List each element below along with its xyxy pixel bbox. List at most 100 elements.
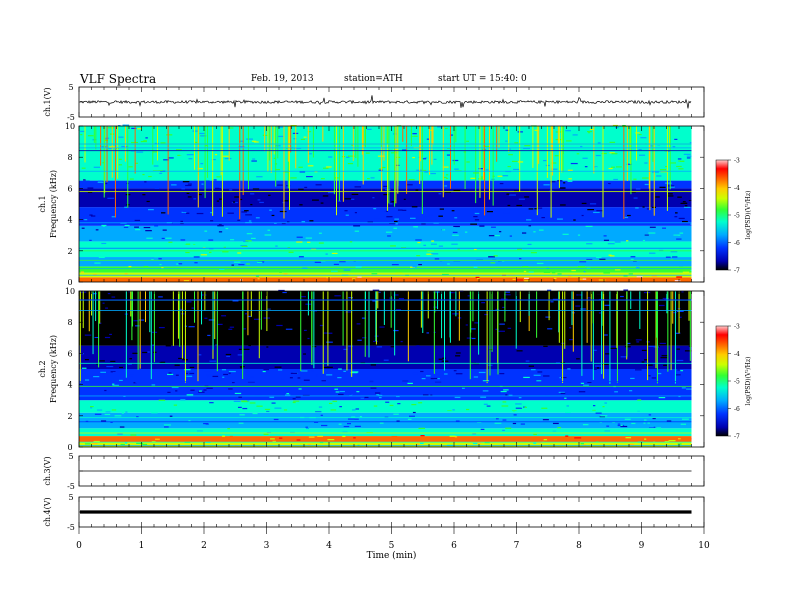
spectrogram-texture (373, 405, 378, 407)
spectrogram-texture (246, 263, 250, 265)
spectrogram-texture (223, 373, 229, 376)
spectrogram-texture (635, 132, 640, 134)
sferic-streak (689, 291, 691, 361)
spectrogram-texture (592, 409, 596, 412)
spectrogram-texture (428, 214, 434, 216)
spectrogram-texture (644, 438, 647, 440)
ch4-waveform-ylabel: ch.4(V) (43, 497, 52, 526)
spectrogram-texture (381, 293, 385, 295)
spectrogram-texture (536, 262, 544, 265)
spectrogram-texture (101, 420, 107, 422)
spectrogram-texture (568, 178, 572, 180)
sferic-streak (479, 126, 481, 198)
spectrogram-texture (357, 276, 362, 278)
spectrogram-texture (601, 152, 607, 155)
spectrogram-texture (386, 216, 393, 218)
spectrogram-texture (354, 418, 359, 420)
spectrogram-texture (640, 137, 647, 139)
spectrogram-texture (174, 364, 180, 366)
spectrogram-texture (391, 201, 396, 203)
spectrogram-texture (650, 291, 655, 293)
spectrogram-texture (143, 265, 149, 268)
sferic-streak (352, 126, 354, 161)
spectrogram-texture (586, 314, 594, 316)
spectrogram-texture (298, 256, 304, 258)
sferic-streak (290, 126, 292, 153)
spectrogram-texture (628, 273, 633, 275)
spectrogram-texture (400, 340, 403, 343)
spectrogram-texture (267, 229, 271, 231)
spectrogram-line (79, 385, 692, 387)
spectrogram-texture (336, 320, 341, 322)
spectrogram-texture (351, 278, 356, 280)
spectrogram-texture (226, 386, 231, 389)
spectrogram-band (79, 412, 692, 429)
spectrogram-texture (267, 307, 271, 309)
spectrogram-texture (339, 273, 343, 276)
spectrogram-texture (97, 181, 104, 183)
spectrogram-texture (290, 177, 297, 179)
spectrogram-texture (526, 198, 531, 200)
spectrogram-texture (249, 402, 256, 404)
spectrogram-texture (449, 435, 456, 437)
spectrogram-texture (186, 375, 193, 377)
spectrogram-texture (516, 350, 523, 352)
spectrogram-texture (208, 239, 214, 241)
spectrogram-texture (241, 211, 247, 213)
spectrogram-texture (93, 274, 97, 276)
spectrogram-texture (277, 184, 283, 186)
spectrogram-texture (507, 165, 511, 168)
spectrogram-texture (620, 424, 623, 427)
spectrogram-texture (193, 405, 199, 407)
spectrogram-texture (585, 270, 589, 273)
spectrogram-texture (516, 279, 524, 281)
spectrogram-texture (420, 370, 424, 373)
spectrogram-texture (618, 146, 624, 148)
spectrogram-texture (502, 326, 505, 328)
spectrogram-texture (163, 424, 171, 426)
spectrogram-line (79, 259, 692, 261)
spectrogram-texture (186, 394, 194, 396)
spectrogram-texture (110, 371, 116, 373)
spectrogram-texture (305, 426, 308, 428)
spectrogram-texture (672, 256, 678, 258)
y-tick-label: 0 (67, 278, 72, 287)
spectrogram-texture (492, 178, 499, 181)
sferic-streak (519, 126, 521, 192)
sferic-streak (482, 126, 484, 168)
spectrogram-texture (433, 291, 440, 293)
spectrogram-texture (430, 377, 438, 380)
spectrogram-texture (682, 201, 688, 203)
spectrogram-texture (200, 135, 207, 137)
sferic-streak (295, 126, 297, 169)
spectrogram-texture (104, 139, 109, 142)
spectrogram-texture (124, 224, 130, 227)
spectrogram-texture (210, 220, 214, 222)
ch3-waveform-ylabel: ch.3(V) (43, 456, 52, 485)
sferic-streak (639, 291, 641, 329)
spectrogram-texture (620, 356, 628, 358)
spectrogram-texture (597, 209, 601, 211)
spectrogram-texture (194, 262, 198, 264)
spectrogram-texture (444, 375, 447, 377)
spectrogram-texture (201, 183, 204, 185)
spectrogram-texture (181, 188, 185, 190)
spectrogram-texture (675, 374, 681, 376)
spectrogram-texture (393, 220, 398, 223)
spectrogram-texture (482, 390, 489, 392)
spectrogram-texture (318, 295, 323, 298)
spectrogram-texture (228, 324, 235, 327)
sferic-streak (125, 291, 127, 378)
spectrogram-texture (219, 268, 225, 270)
spectrogram-texture (163, 426, 169, 428)
spectrogram-texture (343, 370, 346, 372)
spectrogram-texture (200, 254, 207, 256)
ch1-waveform-panel: 5-5ch.1(V) (43, 83, 705, 122)
sferic-streak (592, 291, 594, 324)
spectrogram-texture (517, 161, 524, 163)
sferic-streak (551, 126, 553, 152)
spectrogram-texture (237, 219, 241, 221)
spectrogram-texture (505, 129, 509, 131)
spectrogram-texture (331, 199, 335, 202)
spectrogram-texture (402, 228, 409, 231)
